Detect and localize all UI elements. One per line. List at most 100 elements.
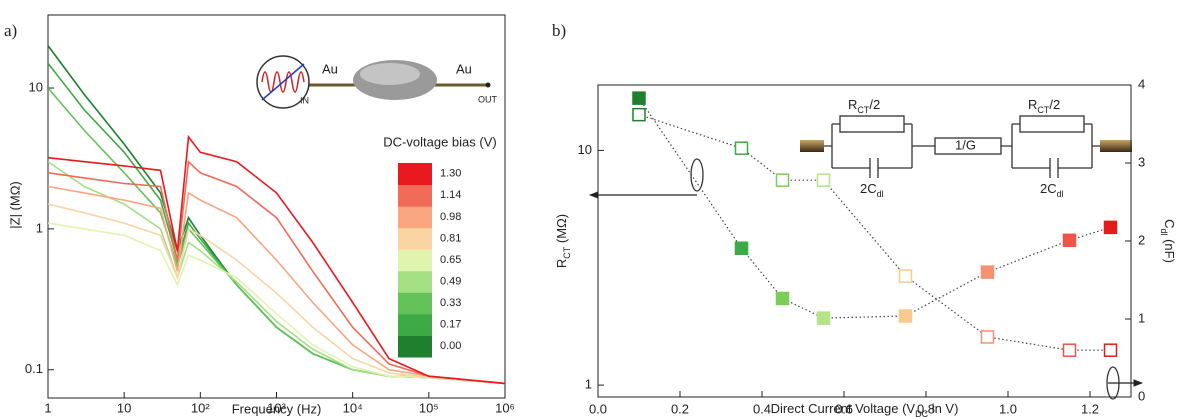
y-axis-label-part: CT xyxy=(562,246,572,258)
circuit-label-part: /2 xyxy=(1049,97,1060,112)
y-axis-label: RCT (MΩ) xyxy=(554,214,572,268)
legend-swatch xyxy=(398,206,432,229)
y-axis-label-part: R xyxy=(554,259,569,268)
circuit-label-part: CT xyxy=(857,105,869,115)
marker-filled xyxy=(1103,220,1118,235)
legend-title: DC-voltage bias (V) xyxy=(383,134,496,149)
legend-label: 0.00 xyxy=(440,340,461,352)
legend-swatch xyxy=(398,270,432,293)
panel-label: a) xyxy=(4,21,17,40)
marker-open xyxy=(734,141,749,155)
y-axis-label: |Z| (MΩ) xyxy=(7,181,22,229)
curves xyxy=(48,45,505,385)
x-tick-label: 10 xyxy=(117,400,131,415)
circuit-label: RCT/2 xyxy=(1028,97,1060,115)
x-axis-label-part: in V) xyxy=(928,401,958,416)
inset-label: IN xyxy=(300,95,309,105)
legend-label: 0.33 xyxy=(440,297,461,309)
y2-tick-label: 3 xyxy=(1138,154,1145,169)
circuit-label: 2Cdl xyxy=(1040,181,1064,199)
x-tick-label: 1.0 xyxy=(999,401,1017,416)
legend-swatch xyxy=(398,313,432,336)
marker-open xyxy=(816,173,831,187)
marker-open xyxy=(1103,343,1118,357)
x-tick-label: 10⁵ xyxy=(419,400,439,415)
legend-swatch xyxy=(398,249,432,272)
y2-tick-label: 2 xyxy=(1138,232,1145,247)
curve xyxy=(48,160,505,385)
y-axis-label-part: (MΩ) xyxy=(554,214,569,247)
marker-filled xyxy=(775,291,790,306)
x-axis-label: Direct Current Voltage (VDC in V) xyxy=(771,401,959,417)
x-tick-label: 0.0 xyxy=(589,401,607,416)
circuit-label-part: R xyxy=(1028,97,1037,112)
curve xyxy=(48,203,505,385)
legend-label: 1.14 xyxy=(440,189,461,201)
y-tick-label: 1 xyxy=(585,377,592,392)
y2-tick-label: 0 xyxy=(1138,388,1145,403)
legend-swatch xyxy=(398,227,432,250)
y2-axis-label: Cdl (nF) xyxy=(1159,219,1177,263)
legend-label: 0.81 xyxy=(440,232,461,244)
y-tick-label: 1 xyxy=(36,220,43,235)
legend-swatch xyxy=(398,292,432,315)
marker-filled xyxy=(816,311,831,325)
marker-filled xyxy=(898,309,913,323)
circuit-label: RCT/2 xyxy=(848,97,880,115)
marker-open xyxy=(898,269,913,283)
circuit-label-part: 2C xyxy=(1040,181,1057,196)
curve xyxy=(48,161,505,385)
inset-device xyxy=(256,55,491,109)
marker-filled xyxy=(632,91,646,105)
legend-label: 0.98 xyxy=(440,211,461,223)
x-tick-label: 10⁴ xyxy=(343,400,363,415)
marker-filled xyxy=(980,265,995,279)
y-tick-label: 10 xyxy=(29,79,43,94)
panel-label: b) xyxy=(552,21,566,40)
x-axis-label-part: DC xyxy=(915,409,928,417)
y2-tick-label: 4 xyxy=(1138,76,1145,91)
circuit-label-part: dl xyxy=(877,189,884,199)
legend-label: 0.65 xyxy=(440,254,461,266)
x-tick-label: 0.6 xyxy=(835,401,853,416)
y-tick-label: 10 xyxy=(578,142,592,157)
x-axis-label: Frequency (Hz) xyxy=(232,401,322,416)
x-tick-label: 1 xyxy=(44,400,51,415)
circuit-label-part: /2 xyxy=(869,97,880,112)
legend-label: 0.49 xyxy=(440,275,461,287)
x-tick-label: 1.2 xyxy=(1081,401,1099,416)
inset-label: Au xyxy=(322,61,338,76)
circuit-label-part: CT xyxy=(1037,105,1049,115)
x-tick-label: 0.8 xyxy=(917,401,935,416)
curve xyxy=(48,185,505,385)
y2-tick-label: 1 xyxy=(1138,310,1145,325)
circuit-label: 1/G xyxy=(955,137,976,152)
marker-filled xyxy=(734,241,749,255)
x-axis-label-part: Direct Current Voltage (V xyxy=(771,401,916,416)
y-tick-label: 0.1 xyxy=(25,361,43,376)
circuit-label-part: dl xyxy=(1057,189,1064,199)
y2-axis-label-part: (nF) xyxy=(1162,235,1177,262)
x-tick-label: 10⁶ xyxy=(495,400,515,415)
curve xyxy=(48,222,505,385)
marker-open xyxy=(775,173,790,187)
y2-axis-label-part: dl xyxy=(1159,228,1169,235)
legend-swatch xyxy=(398,184,432,207)
marker-open xyxy=(1062,343,1077,357)
x-tick-label: 0.4 xyxy=(753,401,771,416)
x-tick-label: 10³ xyxy=(267,400,286,415)
connector xyxy=(638,114,1111,351)
curve xyxy=(48,62,505,385)
y2-axis-label-part: C xyxy=(1162,219,1177,228)
inset-label: Au xyxy=(456,61,472,76)
marker-open xyxy=(632,107,646,122)
legend-swatch xyxy=(398,163,432,186)
curve xyxy=(48,87,505,385)
legend-swatch xyxy=(398,335,432,358)
x-tick-label: 0.2 xyxy=(671,401,689,416)
circuit-label-part: R xyxy=(848,97,857,112)
x-tick-label: 10² xyxy=(191,400,210,415)
marker-open xyxy=(980,330,995,344)
